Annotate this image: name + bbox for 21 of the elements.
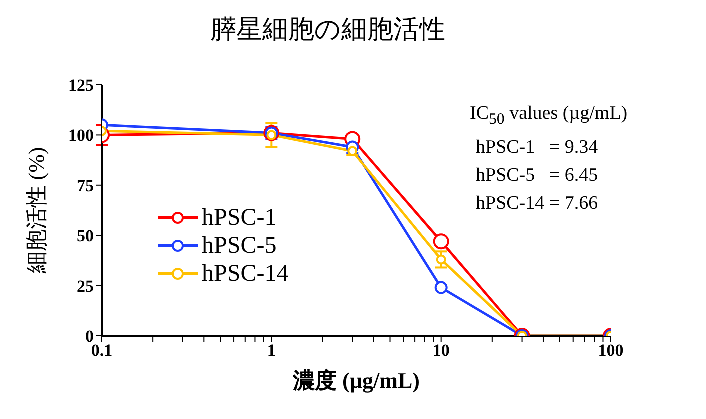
- annotation: hPSC-5 = 6.45: [475, 164, 600, 188]
- legend-label: hPSC-5: [202, 232, 277, 260]
- x-axis-title: 濃度 (µg/mL): [292, 368, 420, 393]
- x-tick-label: 100: [598, 341, 624, 360]
- chart-title: 膵星細胞の細胞活性: [210, 14, 446, 46]
- annotation: IC$_{50}$ values (µg/mL): [470, 102, 628, 130]
- y-axis-title: 細胞活性 (%): [24, 147, 49, 275]
- y-tick-label: 0: [86, 327, 94, 346]
- x-tick-label: 10: [432, 341, 450, 360]
- annotation: hPSC-14 = 7.66: [475, 192, 600, 216]
- annotation: hPSC-1 = 9.34: [475, 136, 600, 160]
- y-tick-label: 50: [77, 226, 94, 246]
- legend-label: hPSC-14: [202, 260, 289, 288]
- y-tick-label: 100: [68, 126, 94, 146]
- y-tick-label: 75: [77, 176, 94, 196]
- y-tick-label: 25: [77, 276, 94, 296]
- y-tick-label: 125: [68, 76, 94, 96]
- x-tick-label: 0.1: [91, 341, 113, 360]
- legend-label: hPSC-1: [202, 204, 277, 232]
- point: [348, 146, 358, 156]
- x-tick-label: 1: [267, 341, 276, 360]
